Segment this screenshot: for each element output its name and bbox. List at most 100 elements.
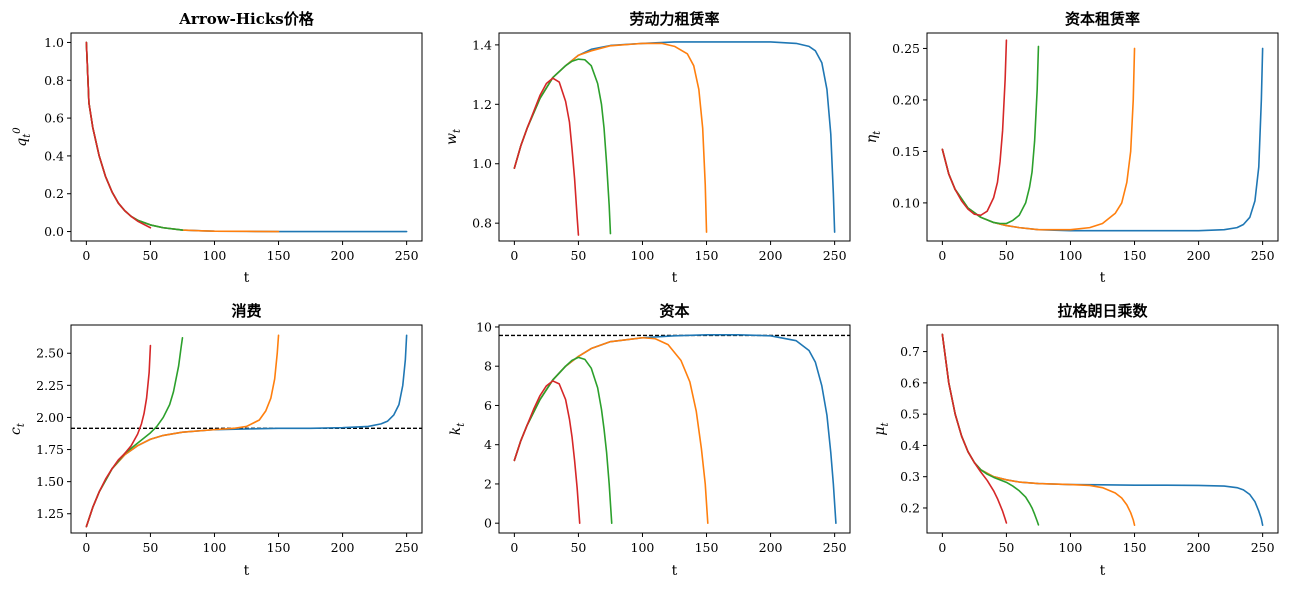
panel-w-xlabel: t (672, 270, 678, 286)
series-line-T50 (941, 333, 1008, 524)
x-tick-label: 100 (203, 248, 227, 263)
panel-q-axes-frame (70, 32, 423, 242)
y-tick-label: 4 (484, 437, 492, 452)
panel-w-axes-frame (498, 32, 851, 242)
y-tick-label: 10 (476, 319, 492, 334)
panel-k-axes-frame (498, 324, 851, 534)
panel-k-lines (513, 334, 837, 524)
x-tick-label: 0 (938, 540, 946, 555)
y-tick-label: 0.10 (892, 195, 920, 210)
y-tick-label: 6 (484, 398, 492, 413)
y-tick-label: 2.00 (36, 410, 64, 425)
series-line-T50 (513, 380, 581, 524)
x-tick-label: 150 (1123, 540, 1147, 555)
x-tick-label: 50 (998, 540, 1014, 555)
series-line-T50 (513, 77, 580, 236)
panel-eta-grid-ticks: 0 50 100 150 200 250 0.10 0.15 0.20 0.25 (892, 41, 1274, 263)
y-tick-label: 0.3 (900, 469, 920, 484)
panel-c-xlabel: t (244, 563, 250, 579)
y-tick-label: 0.5 (900, 407, 920, 422)
panel-c-title: 消费 (231, 302, 261, 320)
x-tick-label: 250 (395, 248, 419, 263)
y-tick-label: 0 (484, 516, 492, 531)
y-tick-label: 0.2 (44, 186, 64, 201)
x-tick-label: 50 (142, 248, 158, 263)
x-tick-label: 0 (82, 248, 90, 263)
x-tick-label: 200 (331, 540, 355, 555)
x-tick-label: 150 (1123, 248, 1147, 263)
x-tick-label: 100 (631, 540, 655, 555)
y-tick-label: 1.25 (36, 506, 64, 521)
y-tick-label: 0.7 (900, 344, 920, 359)
x-tick-label: 250 (1251, 248, 1275, 263)
y-tick-label: 8 (484, 359, 492, 374)
x-tick-label: 50 (570, 540, 586, 555)
x-tick-label: 0 (938, 248, 946, 263)
panel-eta-xlabel: t (1100, 270, 1106, 286)
x-tick-label: 200 (1187, 540, 1211, 555)
series-line-T75 (513, 356, 613, 524)
panel-k-title: 资本 (659, 302, 689, 320)
x-tick-label: 0 (510, 248, 518, 263)
panel-c-axes-frame (70, 324, 423, 534)
y-tick-label: 0.15 (892, 144, 920, 159)
x-tick-label: 200 (331, 248, 355, 263)
series-line-T50 (941, 39, 1008, 217)
y-tick-label: 1.75 (36, 442, 64, 457)
panel-k-xlabel: t (672, 563, 678, 579)
y-tick-label: 1.0 (44, 35, 64, 50)
x-tick-label: 100 (203, 540, 227, 555)
y-tick-label: 0.0 (44, 224, 64, 239)
panel-mu: 拉格朗日乘数 0 50 100 150 200 250 0.2 0.3 0.4 0.5 0.6 0.7… (872, 302, 1279, 579)
x-tick-label: 100 (1059, 540, 1083, 555)
y-tick-label: 1.0 (472, 156, 492, 171)
y-tick-label: 0.20 (892, 92, 920, 107)
x-tick-label: 100 (631, 248, 655, 263)
panel-mu-axes-frame (926, 324, 1279, 534)
series-line-T50 (85, 344, 152, 528)
series-line-T50 (85, 41, 152, 229)
y-tick-label: 0.6 (44, 111, 64, 126)
x-tick-label: 200 (759, 540, 783, 555)
y-tick-label: 0.4 (44, 148, 64, 163)
x-tick-label: 250 (1251, 540, 1275, 555)
panel-q-xlabel: t (244, 270, 250, 286)
y-tick-label: 1.2 (472, 97, 492, 112)
panel-c-grid-ticks: 0 50 100 150 200 250 1.25 1.50 1.75 2.00 2.25 2.50 (36, 346, 418, 555)
panel-mu-grid-ticks: 0 50 100 150 200 250 0.2 0.3 0.4 0.5 0.6 0.7 (900, 344, 1274, 555)
panel-w-title: 劳动力租赁率 (629, 10, 719, 28)
x-tick-label: 250 (823, 248, 847, 263)
panel-eta-lines (941, 39, 1264, 232)
x-tick-label: 150 (267, 248, 291, 263)
panel-eta-title: 资本租赁率 (1065, 10, 1140, 28)
panel-w-grid-ticks: 0 50 100 150 200 250 0.8 1.0 1.2 1.4 (472, 37, 846, 263)
y-tick-label: 0.4 (900, 438, 920, 453)
x-tick-label: 0 (82, 540, 90, 555)
y-tick-label: 1.50 (36, 474, 64, 489)
x-tick-label: 250 (823, 540, 847, 555)
x-tick-label: 200 (759, 248, 783, 263)
panel-mu-xlabel: t (1100, 563, 1106, 579)
panel-q-title: Arrow-Hicks价格 (178, 10, 314, 28)
y-tick-label: 0.8 (472, 216, 492, 231)
panel-q-grid-ticks: 0 50 100 150 200 250 0.0 0.2 0.4 0.6 0.8 1.0 (44, 35, 418, 263)
x-tick-label: 150 (267, 540, 291, 555)
x-tick-label: 100 (1059, 248, 1083, 263)
x-tick-label: 50 (142, 540, 158, 555)
panel-eta-axes-frame (926, 32, 1279, 242)
y-tick-label: 0.6 (900, 375, 920, 390)
panel-w-lines (513, 41, 836, 236)
x-tick-label: 150 (695, 540, 719, 555)
x-tick-label: 0 (510, 540, 518, 555)
y-tick-label: 0.2 (900, 500, 920, 515)
panel-mu-lines (941, 333, 1264, 526)
y-tick-label: 2 (484, 476, 492, 491)
x-tick-label: 50 (998, 248, 1014, 263)
y-tick-label: 0.8 (44, 73, 64, 88)
x-tick-label: 50 (570, 248, 586, 263)
y-tick-label: 2.25 (36, 378, 64, 393)
